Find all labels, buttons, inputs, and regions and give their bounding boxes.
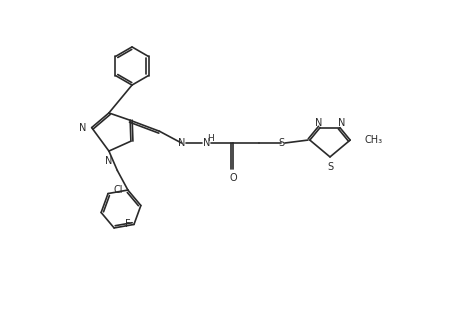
Text: N: N <box>105 156 113 166</box>
Text: S: S <box>327 162 333 172</box>
Text: N: N <box>178 138 185 148</box>
Text: N: N <box>315 118 322 128</box>
Text: CH₃: CH₃ <box>364 135 382 145</box>
Text: Cl: Cl <box>114 185 123 195</box>
Text: S: S <box>278 138 284 148</box>
Text: N: N <box>338 118 345 128</box>
Text: O: O <box>229 173 236 183</box>
Text: F: F <box>125 219 130 229</box>
Text: N: N <box>79 123 87 133</box>
Text: N: N <box>203 138 210 148</box>
Text: H: H <box>207 134 213 143</box>
